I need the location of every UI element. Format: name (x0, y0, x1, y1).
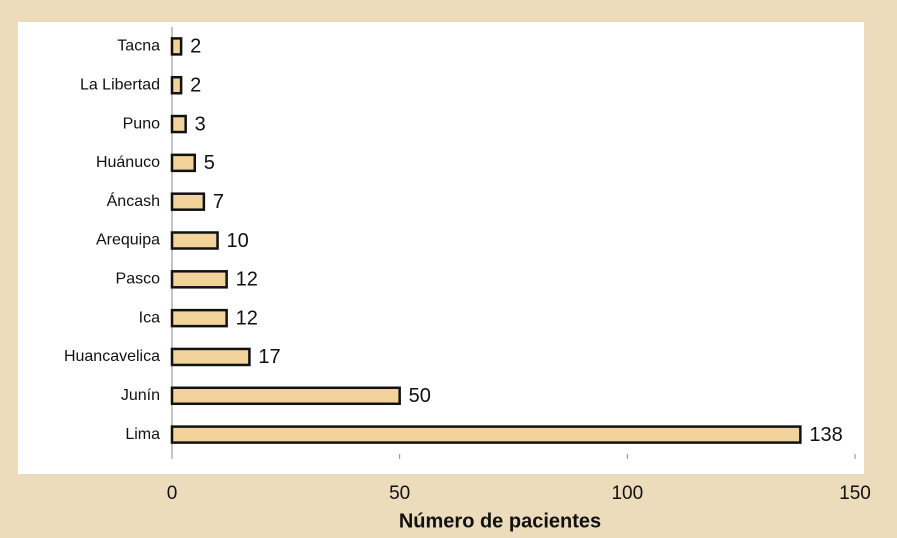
y-tick-label: Arequipa (96, 232, 160, 249)
value-label: 12 (236, 269, 258, 291)
bar (170, 308, 228, 328)
x-axis-title: Número de pacientes (399, 510, 601, 532)
bar (170, 37, 183, 56)
value-label: 17 (258, 346, 280, 368)
y-tick-label: Puno (123, 115, 160, 132)
bar (170, 231, 219, 250)
x-tick-label: 100 (611, 483, 643, 504)
value-label: 50 (409, 385, 431, 407)
bar (170, 386, 401, 406)
value-label: 5 (204, 152, 215, 174)
y-tick-label: Huancavelica (64, 348, 160, 365)
value-label: 7 (213, 191, 224, 213)
bar (170, 192, 206, 211)
y-tick-label: Lima (125, 426, 160, 443)
y-tick-label: Ica (139, 309, 160, 326)
bar (170, 270, 228, 289)
x-tick-label: 150 (839, 483, 871, 504)
value-label: 10 (227, 230, 249, 252)
x-tick-label: 0 (167, 483, 178, 504)
value-label: 12 (236, 307, 258, 329)
bar (170, 425, 802, 444)
value-label: 2 (190, 75, 201, 97)
y-tick-label: Áncash (107, 191, 160, 210)
y-tick-label: Tacna (117, 38, 160, 55)
plot-panel (18, 22, 864, 474)
y-tick-label: Junín (121, 387, 160, 404)
value-label: 138 (809, 424, 842, 446)
bar (170, 75, 183, 95)
value-label: 3 (195, 113, 206, 135)
y-tick-label: La Libertad (80, 76, 160, 93)
x-tick-label: 50 (389, 483, 410, 504)
bar (170, 114, 187, 134)
value-label: 2 (190, 36, 201, 58)
y-tick-label: Pasco (116, 271, 161, 288)
bar (170, 347, 251, 367)
bar (170, 153, 197, 173)
y-tick-label: Huánuco (96, 154, 160, 171)
